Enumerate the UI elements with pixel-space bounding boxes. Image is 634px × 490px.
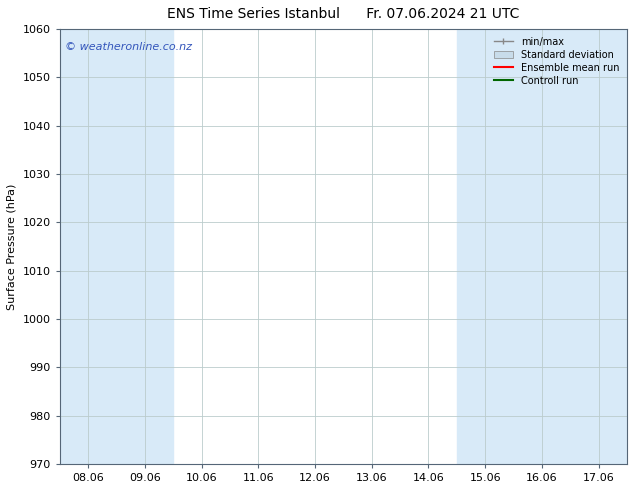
Bar [117,29,173,464]
Y-axis label: Surface Pressure (hPa): Surface Pressure (hPa) [7,183,17,310]
Legend: min/max, Standard deviation, Ensemble mean run, Controll run: min/max, Standard deviation, Ensemble me… [491,34,622,89]
Bar [60,29,117,464]
Bar [571,29,627,464]
Text: © weatheronline.co.nz: © weatheronline.co.nz [65,42,192,52]
Bar [457,29,514,464]
Bar [514,29,571,464]
Title: ENS Time Series Istanbul      Fr. 07.06.2024 21 UTC: ENS Time Series Istanbul Fr. 07.06.2024 … [167,7,519,21]
